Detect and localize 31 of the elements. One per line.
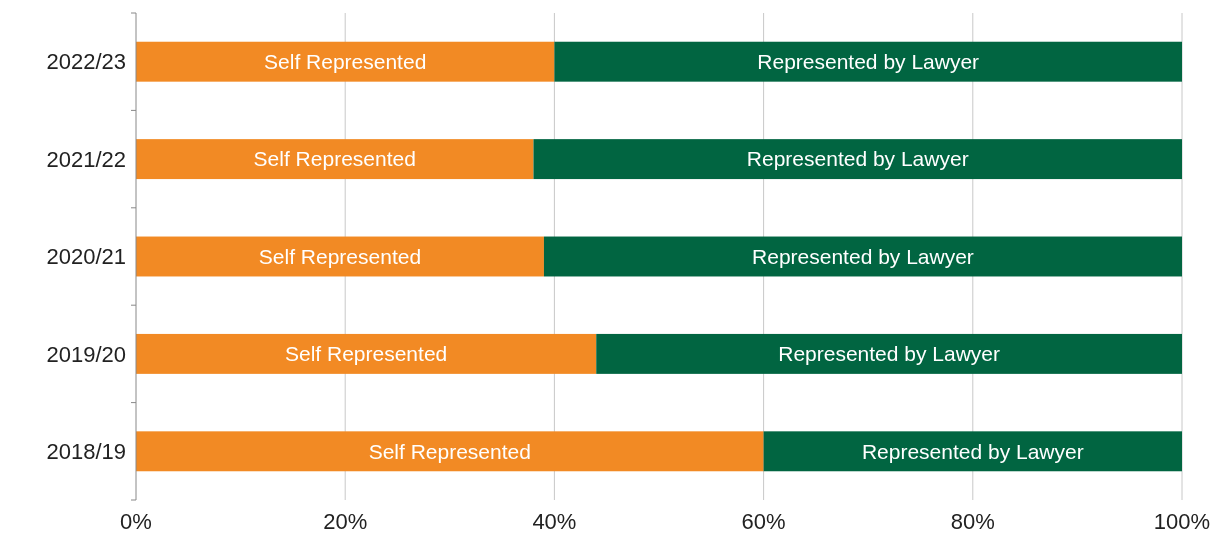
y-tick-label: 2020/21 <box>46 244 126 270</box>
bar <box>136 41 555 82</box>
y-tick-label: 2018/19 <box>46 439 126 464</box>
x-tick-label: 60% <box>741 509 786 534</box>
text: Self Represented <box>258 244 422 268</box>
text: Self Represented <box>284 342 448 366</box>
bar <box>543 236 1182 277</box>
y-tick-label: 2019/20 <box>46 341 126 367</box>
y-tick-label: 2021/22 <box>46 146 126 172</box>
x-tick-label: 20% <box>323 509 368 534</box>
bar <box>136 333 597 374</box>
bar <box>136 236 544 277</box>
x-tick-label: 100% <box>1153 509 1211 534</box>
y-tick-label: 2022/23 <box>46 49 126 75</box>
series-label: Represented by Lawyer <box>746 147 969 171</box>
x-tick-label: 0% <box>120 509 152 534</box>
bar <box>136 139 534 180</box>
bar <box>763 431 1182 472</box>
text: Represented by Lawyer <box>752 244 974 268</box>
text: Represented by Lawyer <box>778 342 1001 366</box>
text: Self Represented <box>368 439 531 463</box>
text: Represented by Lawyer <box>757 50 980 74</box>
bar <box>136 431 764 472</box>
x-tick-label: 40% <box>532 509 577 534</box>
bar <box>596 333 1182 374</box>
bar <box>554 41 1182 82</box>
series-label: Self Represented <box>253 147 416 171</box>
x-tick-label: 80% <box>950 509 995 534</box>
text: Represented by Lawyer <box>861 439 1084 463</box>
text: Self Represented <box>264 50 427 74</box>
bar <box>533 139 1182 180</box>
